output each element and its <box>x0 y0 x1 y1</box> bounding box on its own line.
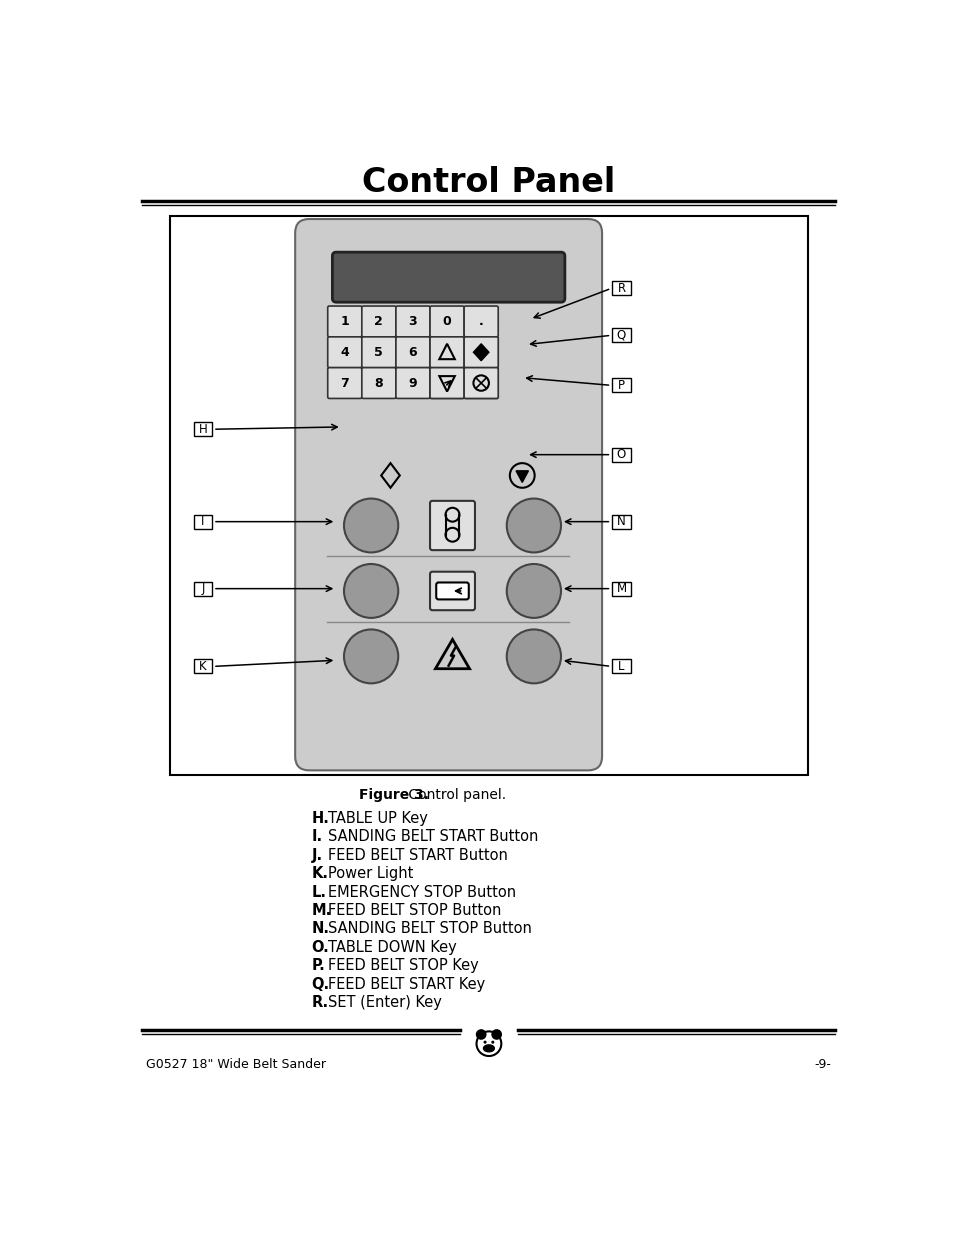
Polygon shape <box>516 471 528 483</box>
Text: 4: 4 <box>340 346 349 358</box>
Text: R.: R. <box>311 995 328 1010</box>
Text: Figure 3.: Figure 3. <box>359 788 429 802</box>
Text: Q.: Q. <box>311 977 329 992</box>
FancyBboxPatch shape <box>361 368 395 399</box>
Text: Q: Q <box>617 329 625 342</box>
Text: Control panel.: Control panel. <box>404 788 506 802</box>
Text: O: O <box>617 448 625 461</box>
Circle shape <box>476 1031 500 1056</box>
FancyBboxPatch shape <box>361 306 395 337</box>
FancyBboxPatch shape <box>430 368 464 399</box>
Text: I: I <box>201 515 205 529</box>
Text: SET (Enter) Key: SET (Enter) Key <box>328 995 442 1010</box>
Text: M.: M. <box>311 903 332 918</box>
Text: J.: J. <box>311 847 322 862</box>
FancyBboxPatch shape <box>430 337 464 368</box>
Circle shape <box>344 630 397 683</box>
Text: 9: 9 <box>408 377 416 389</box>
FancyBboxPatch shape <box>193 422 212 436</box>
FancyBboxPatch shape <box>430 501 475 550</box>
Text: 3: 3 <box>408 315 416 329</box>
FancyBboxPatch shape <box>612 282 630 295</box>
Text: FEED BELT START Key: FEED BELT START Key <box>328 977 485 992</box>
Text: R: R <box>617 282 625 295</box>
Text: P: P <box>618 379 624 391</box>
FancyBboxPatch shape <box>332 252 564 303</box>
Text: FEED BELT START Button: FEED BELT START Button <box>328 847 508 862</box>
Text: SANDING BELT STOP Button: SANDING BELT STOP Button <box>328 921 532 936</box>
FancyBboxPatch shape <box>328 306 361 337</box>
Text: K.: K. <box>311 866 328 881</box>
Text: 1: 1 <box>340 315 349 329</box>
FancyBboxPatch shape <box>464 368 497 399</box>
Text: J: J <box>201 582 205 595</box>
Text: H.: H. <box>311 810 329 826</box>
Circle shape <box>506 630 560 683</box>
Circle shape <box>506 564 560 618</box>
Text: K: K <box>199 659 207 673</box>
FancyBboxPatch shape <box>464 306 497 337</box>
FancyBboxPatch shape <box>612 659 630 673</box>
Text: N.: N. <box>311 921 329 936</box>
FancyBboxPatch shape <box>430 306 464 337</box>
FancyBboxPatch shape <box>612 515 630 529</box>
FancyBboxPatch shape <box>395 306 430 337</box>
FancyBboxPatch shape <box>612 329 630 342</box>
FancyBboxPatch shape <box>436 583 468 599</box>
FancyBboxPatch shape <box>612 448 630 462</box>
Text: FEED BELT STOP Button: FEED BELT STOP Button <box>328 903 501 918</box>
FancyBboxPatch shape <box>464 337 497 368</box>
Text: .: . <box>478 315 483 329</box>
Circle shape <box>483 1041 486 1044</box>
FancyBboxPatch shape <box>294 219 601 771</box>
Text: P.: P. <box>311 958 325 973</box>
Text: TABLE UP Key: TABLE UP Key <box>328 810 428 826</box>
FancyBboxPatch shape <box>395 337 430 368</box>
Circle shape <box>344 499 397 552</box>
Text: 5: 5 <box>375 346 383 358</box>
Text: L: L <box>618 659 624 673</box>
Text: I.: I. <box>311 829 322 844</box>
Ellipse shape <box>483 1045 494 1052</box>
Circle shape <box>492 1030 500 1039</box>
Text: H: H <box>198 422 207 436</box>
Text: 0: 0 <box>442 315 451 329</box>
FancyBboxPatch shape <box>328 337 361 368</box>
FancyBboxPatch shape <box>193 582 212 595</box>
Text: M: M <box>616 582 626 595</box>
Text: G0527 18" Wide Belt Sander: G0527 18" Wide Belt Sander <box>146 1058 326 1071</box>
Text: SANDING BELT START Button: SANDING BELT START Button <box>328 829 538 844</box>
Text: Power Light: Power Light <box>328 866 414 881</box>
Polygon shape <box>473 343 488 361</box>
FancyBboxPatch shape <box>328 368 361 399</box>
Circle shape <box>344 564 397 618</box>
Text: O.: O. <box>311 940 329 955</box>
Text: N: N <box>617 515 625 529</box>
FancyBboxPatch shape <box>430 368 464 399</box>
Text: Control Panel: Control Panel <box>362 167 615 199</box>
Text: FEED BELT STOP Key: FEED BELT STOP Key <box>328 958 478 973</box>
FancyBboxPatch shape <box>193 659 212 673</box>
Text: EMERGENCY STOP Button: EMERGENCY STOP Button <box>328 884 517 899</box>
Text: -9-: -9- <box>814 1058 831 1071</box>
Text: L.: L. <box>311 884 326 899</box>
Text: 8: 8 <box>375 377 383 389</box>
FancyBboxPatch shape <box>464 337 497 368</box>
FancyBboxPatch shape <box>361 337 395 368</box>
FancyBboxPatch shape <box>612 582 630 595</box>
Text: 7: 7 <box>340 377 349 389</box>
FancyBboxPatch shape <box>464 368 497 399</box>
FancyBboxPatch shape <box>612 378 630 393</box>
FancyBboxPatch shape <box>430 337 464 368</box>
FancyBboxPatch shape <box>395 368 430 399</box>
Text: 2: 2 <box>375 315 383 329</box>
FancyBboxPatch shape <box>430 572 475 610</box>
Circle shape <box>476 1030 485 1039</box>
Circle shape <box>491 1041 494 1044</box>
FancyBboxPatch shape <box>193 515 212 529</box>
Text: TABLE DOWN Key: TABLE DOWN Key <box>328 940 456 955</box>
Bar <box>170 216 807 776</box>
Circle shape <box>506 499 560 552</box>
Text: 6: 6 <box>408 346 416 358</box>
